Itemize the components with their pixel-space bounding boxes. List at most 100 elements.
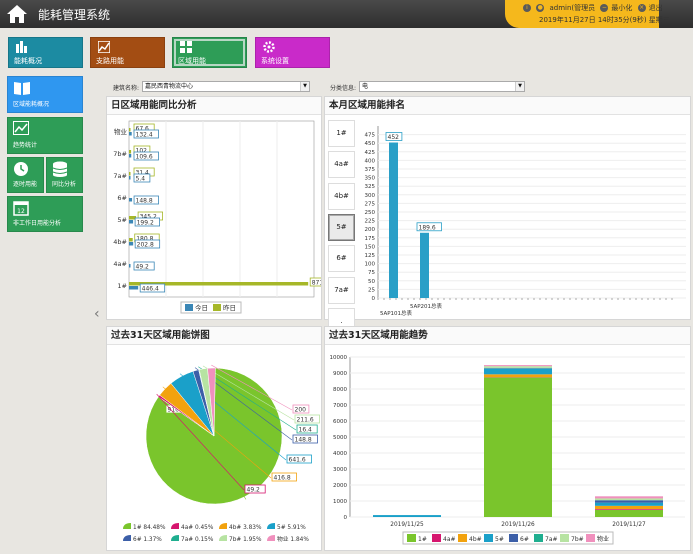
data-label-box — [244, 484, 266, 494]
building-label: 建筑名称: — [113, 85, 140, 92]
data-label: 641.6 — [289, 457, 306, 464]
monthly-ranking-panel: 本月区域用能排名 1# 4a# 4b# 5# 6# 7a#. 0 25 50 75 100 125 1… — [324, 96, 691, 335]
tick-label: 1000 — [333, 499, 347, 505]
ranking-tab[interactable]: 7a# — [328, 276, 355, 304]
ranking-tab[interactable]: 4a# — [328, 151, 355, 179]
pie-slice — [207, 367, 216, 437]
panel-title: 日区域用能同比分析 — [107, 97, 321, 115]
legend-swatch — [432, 534, 441, 542]
bar-today — [129, 132, 132, 136]
tick-label: 350 — [365, 176, 376, 182]
tick-label: 50 — [368, 279, 375, 285]
tick-label: 275 — [365, 201, 376, 207]
legend-swatch — [484, 534, 493, 542]
gear-icon — [263, 41, 275, 53]
ranking-tab[interactable]: 5# — [328, 213, 355, 241]
ranking-tab[interactable]: 6# — [328, 245, 355, 273]
bar-yesterday — [129, 172, 131, 176]
tick-label: 75 — [368, 270, 375, 276]
grid-icon — [180, 41, 192, 53]
data-label-yesterday: 67.6 — [136, 126, 150, 133]
datetime: 2019年11月27日 14时35分(9秒) 星期三 — [539, 16, 670, 24]
panel-title: 本月区域用能排名 — [325, 97, 690, 115]
bar-today — [129, 176, 131, 180]
legend-swatch — [219, 535, 227, 541]
tab-energy-overview[interactable]: 能耗概况 — [8, 37, 83, 68]
stacked-bar-segment — [484, 368, 552, 375]
tick-label: 225 — [365, 219, 376, 225]
legend-label: 物业 — [597, 535, 609, 543]
x-label: 5AP101总表 — [380, 309, 413, 317]
legend-swatch — [219, 523, 227, 529]
tab-system-settings[interactable]: 系统设置 — [255, 37, 330, 68]
logout-icon[interactable]: × — [637, 4, 646, 12]
legend-label: 昨日 — [223, 303, 236, 312]
tick-label: 9000 — [333, 371, 347, 377]
tab-label: 支路用能 — [96, 57, 124, 65]
category-label: 分类信息: — [330, 85, 357, 92]
data-label-today-box — [133, 173, 151, 183]
bar-today — [129, 286, 139, 290]
ranking-tab[interactable]: 1# — [328, 120, 355, 147]
legend-swatch — [560, 534, 569, 542]
legend-label: 5# 5.91% — [277, 525, 306, 531]
user-icon: ● — [536, 4, 545, 12]
sidebar-item-hourly[interactable]: 逐时用能 — [7, 157, 44, 193]
sidebar-item-nonworkday[interactable]: 12 非工作日用能分析 — [7, 196, 83, 232]
tab-area-energy[interactable]: 区域用能 — [172, 37, 247, 68]
stacked-bar-segment — [595, 502, 663, 506]
x-label: 2019/11/26 — [501, 522, 535, 528]
legend-label: 4a# 0.45% — [181, 525, 214, 531]
legend-swatch — [267, 523, 275, 529]
home-icon[interactable] — [6, 4, 28, 24]
chevron-down-icon[interactable]: ▼ — [515, 82, 524, 91]
tick-label: 425 — [365, 150, 376, 156]
legend-label: 1# — [418, 536, 427, 543]
bar-today — [129, 220, 134, 224]
logout-button[interactable]: 退出 — [648, 4, 663, 12]
sidebar-item-area-overview[interactable]: 区域能耗概况 — [7, 76, 83, 113]
x-label: 5AP201总表 — [410, 302, 443, 310]
bar-today — [129, 242, 134, 246]
category-label: 6# — [117, 194, 127, 202]
data-label-yesterday: 8717.5 — [312, 280, 321, 287]
building-select[interactable]: 嘉民西青物流中心 ▼ — [142, 81, 310, 92]
minimize-button[interactable]: 最小化 — [611, 4, 633, 12]
legend-label: 今日 — [195, 303, 208, 312]
ranking-tab[interactable]: 4b# — [328, 182, 355, 210]
bar-today — [129, 154, 132, 158]
collapse-sidebar-icon[interactable]: ‹ — [94, 306, 100, 322]
category-label: 1# — [117, 282, 127, 290]
legend-swatch — [534, 534, 543, 542]
database-icon — [52, 161, 68, 177]
daily-comparison-panel: 日区域用能同比分析 物业 67.6 132.4 7b# 102 109.6 7a# 31.4 5… — [106, 96, 340, 320]
legend-label: 4b# 3.83% — [229, 525, 262, 531]
category-select[interactable]: 电 ▼ — [359, 81, 525, 92]
branch-chart-icon — [98, 41, 110, 53]
data-label-today-box — [133, 195, 159, 205]
legend-swatch — [458, 534, 467, 542]
user-name[interactable]: admin(管理员 — [549, 4, 596, 12]
legend-swatch — [586, 534, 595, 542]
chevron-down-icon[interactable]: ▼ — [300, 82, 309, 91]
data-label-today-box — [139, 283, 166, 293]
data-label-today-box — [133, 151, 159, 161]
legend-label: 7b# 1.95% — [229, 537, 262, 543]
tick-label: 4000 — [333, 451, 347, 457]
minimize-icon[interactable]: − — [600, 4, 609, 12]
tick-label: 5000 — [333, 435, 347, 441]
sidebar-item-yoy[interactable]: 同比分析 — [46, 157, 83, 193]
trend-chart: 0 1000 2000 3000 4000 5000 6000 7000 8000 9000 100… — [330, 355, 685, 545]
legend-swatch — [185, 304, 193, 311]
data-label-today-box — [134, 217, 160, 227]
stacked-bar-segment — [595, 498, 663, 501]
label-line — [179, 373, 287, 461]
sidebar-item-trend-stats[interactable]: 趋势统计 — [7, 117, 83, 154]
legend-label: 4b# — [469, 536, 482, 543]
data-label: 49.2 — [247, 487, 261, 494]
stacked-bar-segment — [484, 366, 552, 368]
tab-branch-energy[interactable]: 支路用能 — [90, 37, 165, 68]
data-label-today: 49.2 — [136, 264, 150, 271]
x-label: 2019/11/25 — [390, 522, 424, 528]
tab-label: 系统设置 — [261, 57, 289, 65]
